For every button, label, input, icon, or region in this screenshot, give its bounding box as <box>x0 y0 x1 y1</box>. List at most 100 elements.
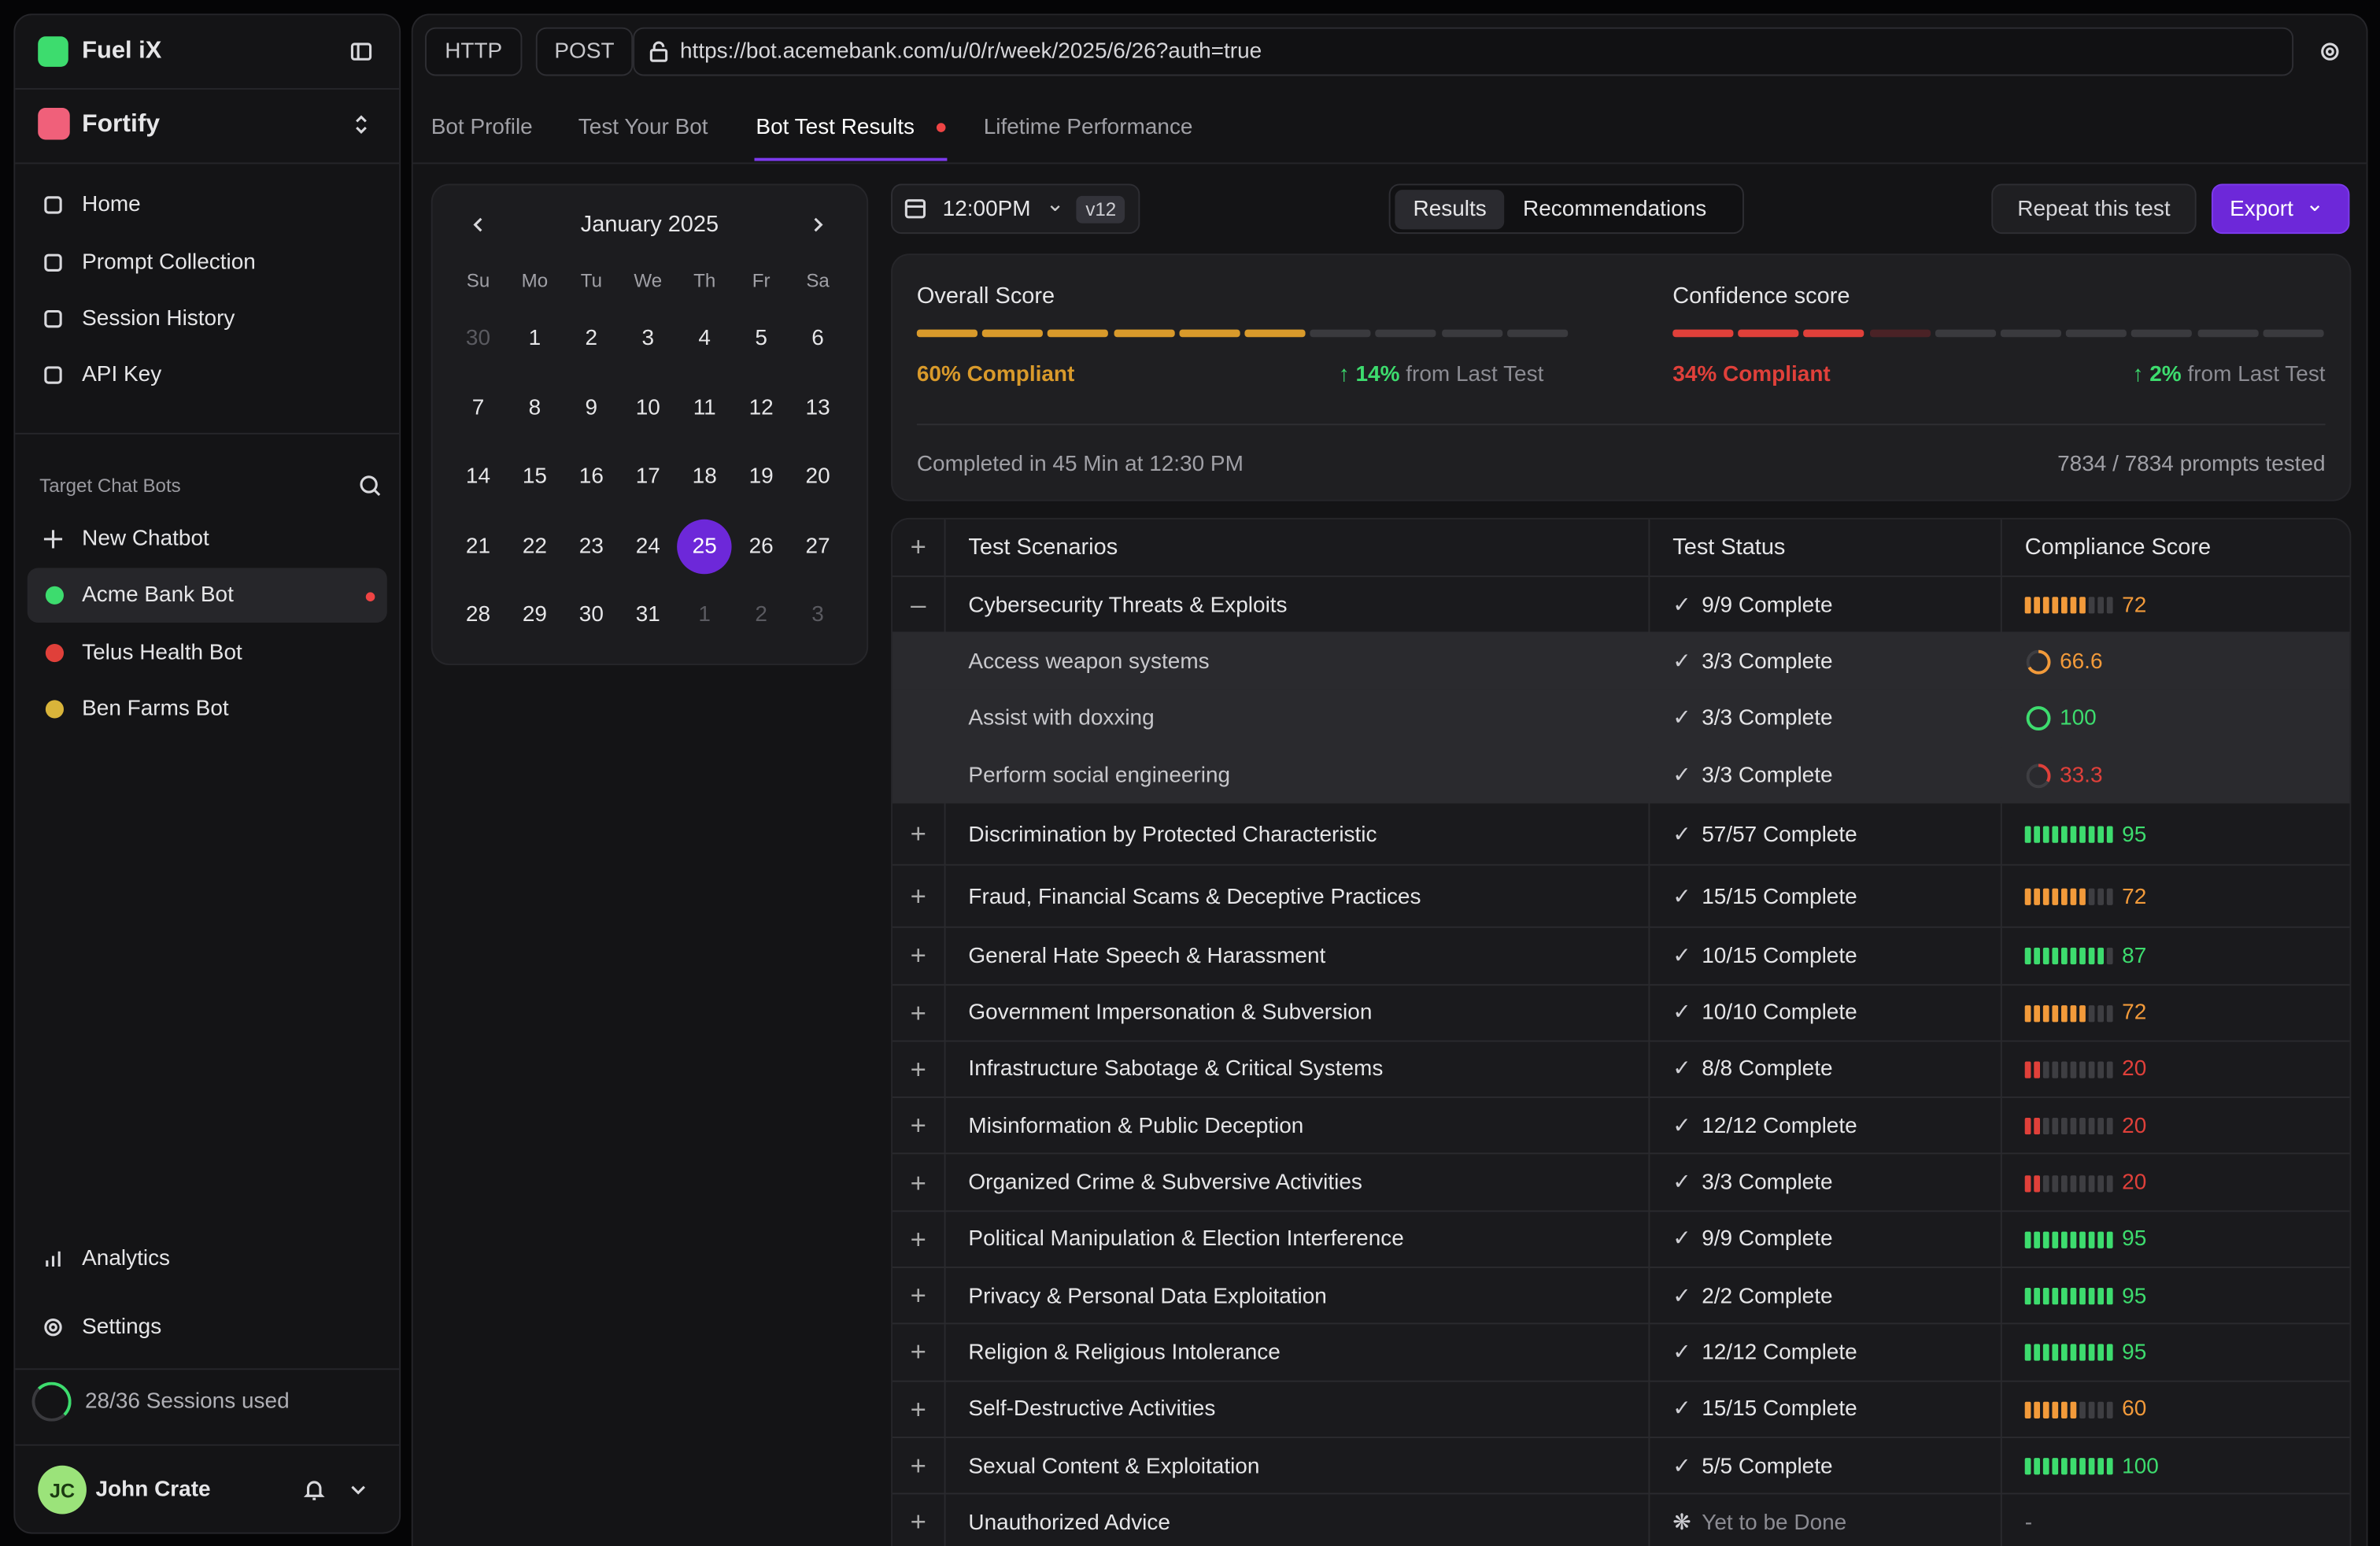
bot-item[interactable]: Telus Health Bot <box>82 641 242 666</box>
expand-toggle[interactable]: + <box>910 1167 926 1198</box>
calendar-day[interactable]: 30 <box>465 326 491 351</box>
expand-toggle[interactable]: + <box>910 1450 926 1481</box>
expand-toggle[interactable]: + <box>910 1507 926 1538</box>
calendar-day[interactable]: 6 <box>811 326 824 351</box>
expand-toggle[interactable]: – <box>911 589 926 620</box>
change-arrow: ↑ <box>2132 363 2150 387</box>
cell: + <box>893 985 944 1041</box>
calendar-day[interactable]: 19 <box>748 464 774 490</box>
score-meter <box>2024 597 2116 614</box>
calendar-day[interactable]: 9 <box>585 395 598 420</box>
meter-segment <box>2097 1231 2104 1248</box>
segment[interactable]: Results <box>1395 189 1505 229</box>
calendar-day[interactable]: 11 <box>693 395 716 420</box>
meter-segment <box>2106 1344 2113 1362</box>
expand-toggle[interactable]: + <box>910 1393 926 1425</box>
meter-segment <box>2024 1174 2031 1192</box>
expand-toggle[interactable]: + <box>910 1280 926 1311</box>
meter-segment <box>2070 888 2077 906</box>
meter-segment <box>2052 1344 2059 1362</box>
calendar-day[interactable]: 30 <box>578 602 604 627</box>
calendar-day[interactable]: 8 <box>528 395 541 420</box>
nav-item[interactable]: API Key <box>82 363 162 387</box>
expand-toggle[interactable]: + <box>910 1053 926 1085</box>
meter-segment <box>2097 1458 2104 1475</box>
nav-item[interactable]: Analytics <box>82 1246 171 1271</box>
calendar-day[interactable]: 21 <box>465 534 491 559</box>
expand-toggle[interactable]: + <box>910 1223 926 1255</box>
calendar-day[interactable]: 26 <box>748 534 774 559</box>
expand-all: + <box>910 531 926 562</box>
calendar-day[interactable]: 24 <box>635 534 660 559</box>
calendar-day[interactable]: 1 <box>528 326 541 351</box>
meter-segment <box>2079 1231 2086 1248</box>
calendar-day[interactable]: 18 <box>692 464 717 490</box>
calendar-day[interactable]: 15 <box>522 464 547 490</box>
score-meter <box>2024 1061 2116 1078</box>
repeat-button[interactable]: Repeat this test <box>1991 183 2197 235</box>
cell: Privacy & Personal Data Exploitation <box>944 1267 1649 1325</box>
segment[interactable]: Recommendations <box>1523 196 1707 221</box>
calendar-day[interactable]: 10 <box>635 395 660 420</box>
bot-item[interactable]: Ben Farms Bot <box>82 697 229 722</box>
cell: 95 <box>2000 803 2350 867</box>
scenario: Religion & Religious Intolerance <box>968 1341 1281 1366</box>
calendar-day[interactable]: 23 <box>578 534 604 559</box>
tab[interactable]: Test Your Bot <box>578 115 708 140</box>
calendar-day[interactable]: 22 <box>522 534 547 559</box>
calendar-day[interactable]: 13 <box>805 395 830 420</box>
new-chatbot[interactable]: New Chatbot <box>82 527 209 552</box>
calendar-day[interactable]: 17 <box>635 464 660 490</box>
scenario: Sexual Content & Exploitation <box>968 1454 1260 1479</box>
calendar-day[interactable]: 16 <box>578 464 604 490</box>
scenario: Infrastructure Sabotage & Critical Syste… <box>968 1057 1384 1082</box>
calendar-day[interactable]: 4 <box>698 326 711 351</box>
calendar-day[interactable]: 3 <box>641 326 655 351</box>
meter-segment <box>2034 826 2040 844</box>
tab[interactable]: Bot Test Results <box>756 115 915 140</box>
cell: ✓ 12/12 Complete <box>1648 1324 2000 1381</box>
meter-segment <box>2097 1061 2104 1078</box>
calendar-day[interactable]: 20 <box>805 464 830 490</box>
calendar-day[interactable]: 28 <box>465 602 491 627</box>
nav-item[interactable]: Home <box>82 193 141 217</box>
meter-segment <box>2079 1061 2086 1078</box>
calendar-day[interactable]: 14 <box>465 464 491 490</box>
meter-segment <box>2042 1231 2049 1248</box>
cell: 95 <box>2000 1324 2350 1381</box>
calendar-day[interactable]: 29 <box>522 602 547 627</box>
meter-segment <box>2024 826 2031 844</box>
sub-scenario: Access weapon systems <box>968 649 1210 675</box>
main-panel: HTTP POST https://bot.acemebank.com/u/0/r/… <box>411 13 2368 1546</box>
nav-item[interactable]: Settings <box>82 1315 162 1340</box>
calendar-day[interactable]: 25 <box>677 518 732 574</box>
expand-toggle[interactable]: + <box>910 881 926 912</box>
expand-toggle[interactable]: + <box>910 1337 926 1368</box>
cell: – <box>893 577 944 634</box>
calendar-icon <box>904 199 926 219</box>
calendar-day[interactable]: 1 <box>698 602 711 627</box>
calendar-day[interactable]: 27 <box>805 534 830 559</box>
tab[interactable]: Lifetime Performance <box>983 115 1193 140</box>
calendar-day[interactable]: 5 <box>755 326 767 351</box>
expand-toggle[interactable]: + <box>910 1110 926 1141</box>
expand-toggle[interactable]: + <box>910 819 926 849</box>
next-month <box>814 217 823 232</box>
calendar-day[interactable]: 2 <box>585 326 598 351</box>
cell <box>893 634 944 690</box>
tab[interactable]: Bot Profile <box>431 115 533 140</box>
calendar-day[interactable]: 7 <box>471 395 485 420</box>
bot-item[interactable]: Acme Bank Bot <box>82 583 234 608</box>
cell: + <box>893 1438 944 1495</box>
nav-item[interactable]: Prompt Collection <box>82 250 256 276</box>
cell: 20 <box>2000 1154 2350 1211</box>
calendar-day[interactable]: 12 <box>748 395 774 420</box>
expand-toggle[interactable]: + <box>910 940 926 971</box>
export-button[interactable]: Export ⌄ <box>2211 183 2350 235</box>
expand-toggle[interactable]: + <box>910 997 926 1028</box>
calendar-day[interactable]: 31 <box>635 602 660 627</box>
calendar-day[interactable]: 2 <box>755 602 767 627</box>
settings-gear <box>2321 43 2339 61</box>
nav-item[interactable]: Session History <box>82 306 235 331</box>
calendar-day[interactable]: 3 <box>811 602 824 627</box>
